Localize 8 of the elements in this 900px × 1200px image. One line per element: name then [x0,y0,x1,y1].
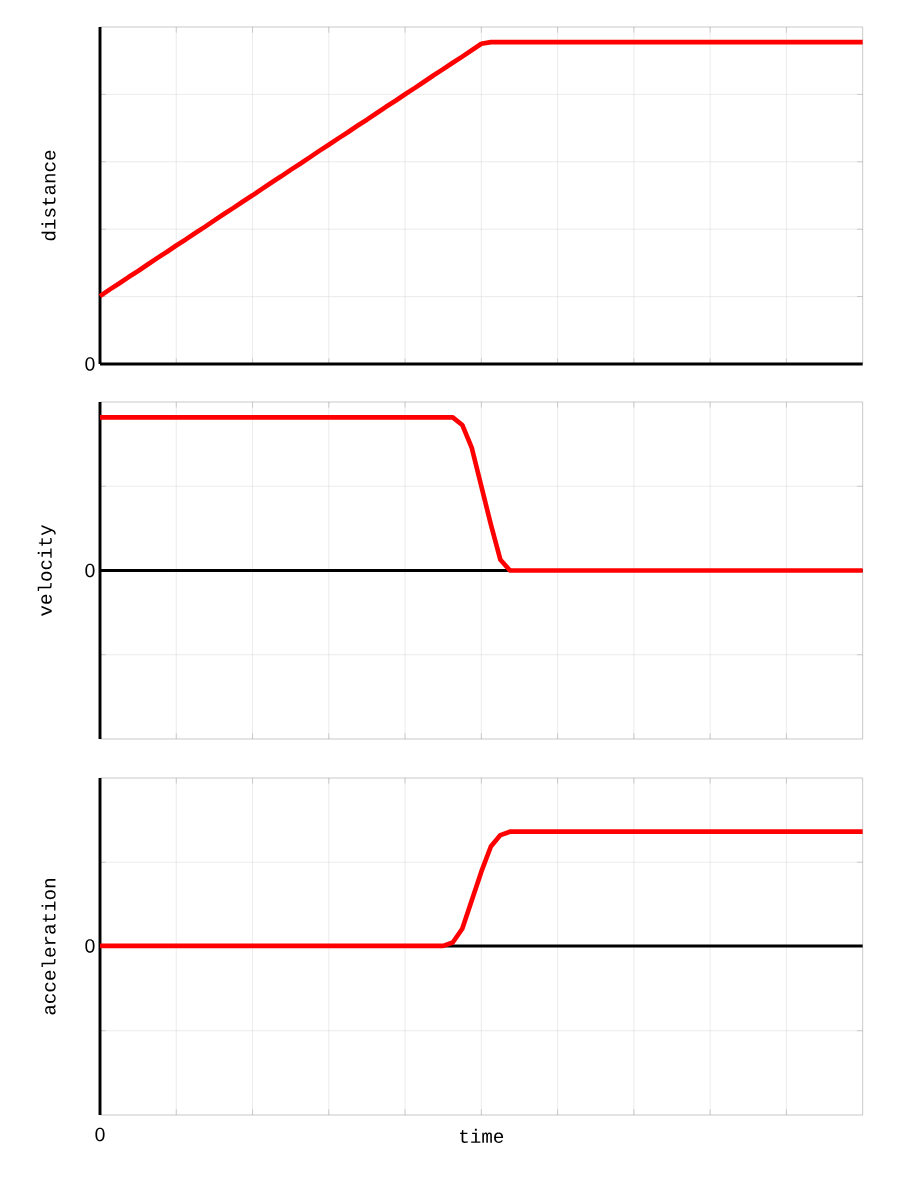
y-axis-title: distance [41,150,56,241]
x-axis-title: time [460,1128,504,1143]
y-axis-title: acceleration [41,879,56,1015]
text: 0 [85,563,95,578]
text: 0 [85,357,95,371]
y-axis-title: velocity [37,525,56,616]
text: 0 [95,1127,105,1142]
text: 0 [85,939,95,953]
